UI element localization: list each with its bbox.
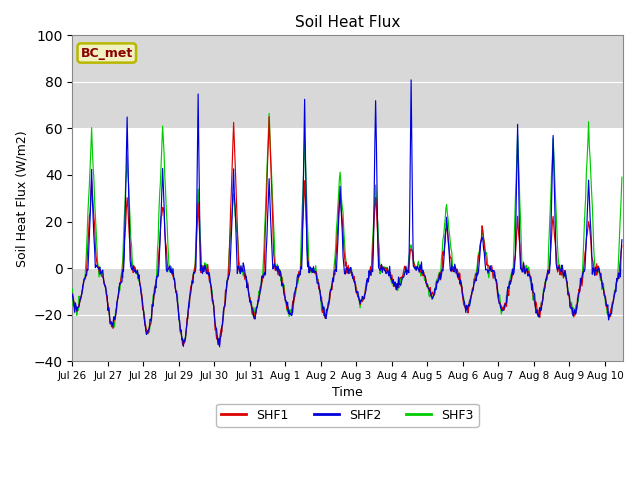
- Bar: [72, 129, 623, 268]
- SHF2: [145, 325, 153, 331]
- SHF1: [305, 261, 312, 267]
- SHF3: [464, 310, 472, 316]
- SHF2: [68, 291, 76, 297]
- X-axis label: Time: Time: [332, 386, 363, 399]
- SHF1: [618, 243, 626, 249]
- SHF2: [464, 303, 472, 309]
- SHF3: [325, 299, 333, 305]
- SHF1: [71, 306, 79, 312]
- SHF1: [477, 236, 485, 241]
- SHF2: [216, 344, 223, 350]
- SHF1: [145, 324, 153, 329]
- SHF2: [71, 310, 79, 315]
- SHF3: [266, 110, 273, 116]
- SHF1: [464, 310, 472, 316]
- SHF3: [68, 286, 76, 292]
- Legend: SHF1, SHF2, SHF3: SHF1, SHF2, SHF3: [216, 404, 479, 427]
- SHF1: [179, 342, 186, 348]
- SHF2: [407, 77, 415, 83]
- SHF3: [618, 174, 626, 180]
- SHF2: [324, 300, 332, 306]
- Y-axis label: Soil Heat Flux (W/m2): Soil Heat Flux (W/m2): [15, 130, 28, 266]
- Line: SHF1: SHF1: [72, 117, 622, 345]
- SHF1: [325, 301, 333, 307]
- SHF2: [304, 264, 312, 270]
- SHF1: [68, 291, 76, 297]
- SHF3: [71, 304, 79, 310]
- SHF2: [477, 237, 485, 243]
- Title: Soil Heat Flux: Soil Heat Flux: [295, 15, 400, 30]
- SHF3: [215, 339, 223, 345]
- Line: SHF3: SHF3: [72, 113, 622, 342]
- Line: SHF2: SHF2: [72, 80, 622, 347]
- SHF3: [145, 329, 153, 335]
- SHF2: [618, 237, 626, 242]
- SHF3: [305, 243, 312, 249]
- SHF3: [477, 238, 485, 243]
- Text: BC_met: BC_met: [81, 47, 133, 60]
- SHF1: [266, 114, 273, 120]
